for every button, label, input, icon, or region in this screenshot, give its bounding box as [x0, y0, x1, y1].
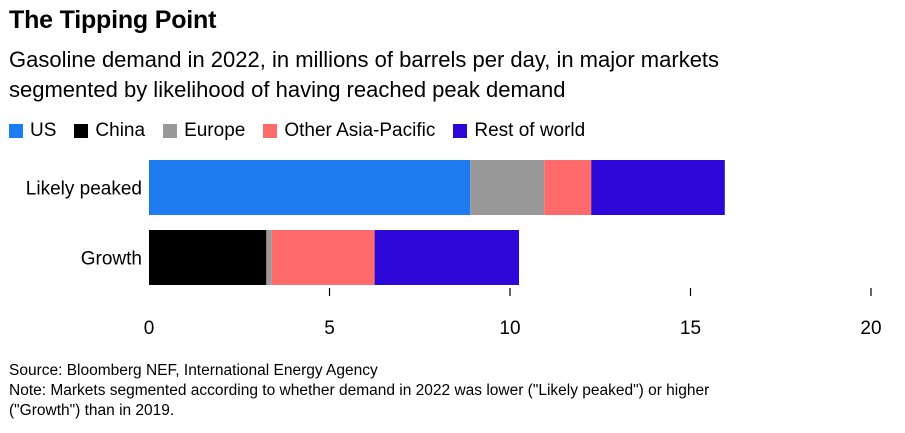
bar-segment-likely-peaked-europe — [470, 160, 545, 215]
category-label-growth: Growth — [81, 249, 142, 270]
legend-label: US — [30, 120, 57, 141]
legend-label: Rest of world — [474, 120, 586, 141]
legend-swatch — [74, 124, 89, 138]
bar-segment-likely-peaked-rest-of-world — [591, 160, 725, 215]
chart-title: The Tipping Point — [9, 6, 217, 34]
legend-label: China — [95, 120, 146, 141]
x-tick-label: 15 — [680, 318, 701, 339]
x-tick-label: 0 — [144, 318, 155, 339]
legend-swatch — [263, 124, 278, 138]
x-tick-label: 10 — [499, 318, 520, 339]
legend-item-europe: Europe — [163, 120, 245, 142]
source-note: Source: Bloomberg NEF, International Ene… — [9, 362, 378, 379]
category-label-likely-peaked: Likely peaked — [26, 179, 142, 200]
bar-segment-growth-china — [149, 230, 267, 285]
legend-label: Other Asia-Pacific — [284, 120, 436, 141]
stacked-bar-chart: Likely peaked Growth 0 5 10 15 20 — [26, 160, 882, 339]
chart-subtitle: Gasoline demand in 2022, in millions of … — [9, 45, 899, 105]
legend-item-china: China — [74, 120, 145, 142]
legend-swatch — [453, 124, 468, 138]
chart-legend: US China Europe Other Asia-Pacific Rest … — [9, 120, 603, 142]
legend-item-rest-of-world: Rest of world — [453, 120, 585, 142]
bar-segment-growth-other-asia-pacific — [271, 230, 375, 285]
chart-footer: Source: Bloomberg NEF, International Ene… — [9, 361, 899, 421]
footnote-line-1: Note: Markets segmented according to whe… — [9, 382, 710, 399]
legend-swatch — [9, 124, 23, 138]
x-tick-label: 5 — [324, 318, 335, 339]
legend-swatch — [163, 124, 178, 138]
subtitle-line-1: Gasoline demand in 2022, in millions of … — [9, 47, 720, 72]
bar-segment-growth-rest-of-world — [374, 230, 520, 285]
bar-segment-likely-peaked-other-asia-pacific — [544, 160, 592, 215]
x-tick-label: 20 — [860, 318, 881, 339]
legend-item-other-asia-pacific: Other Asia-Pacific — [263, 120, 435, 142]
subtitle-line-2: segmented by likelihood of having reache… — [9, 77, 566, 102]
legend-label: Europe — [184, 120, 246, 141]
footnote-line-2: ("Growth") than in 2019. — [9, 402, 175, 419]
bar-segment-growth-europe — [266, 230, 272, 285]
bar-segment-likely-peaked-us — [149, 160, 471, 215]
legend-item-us: US — [9, 120, 56, 142]
